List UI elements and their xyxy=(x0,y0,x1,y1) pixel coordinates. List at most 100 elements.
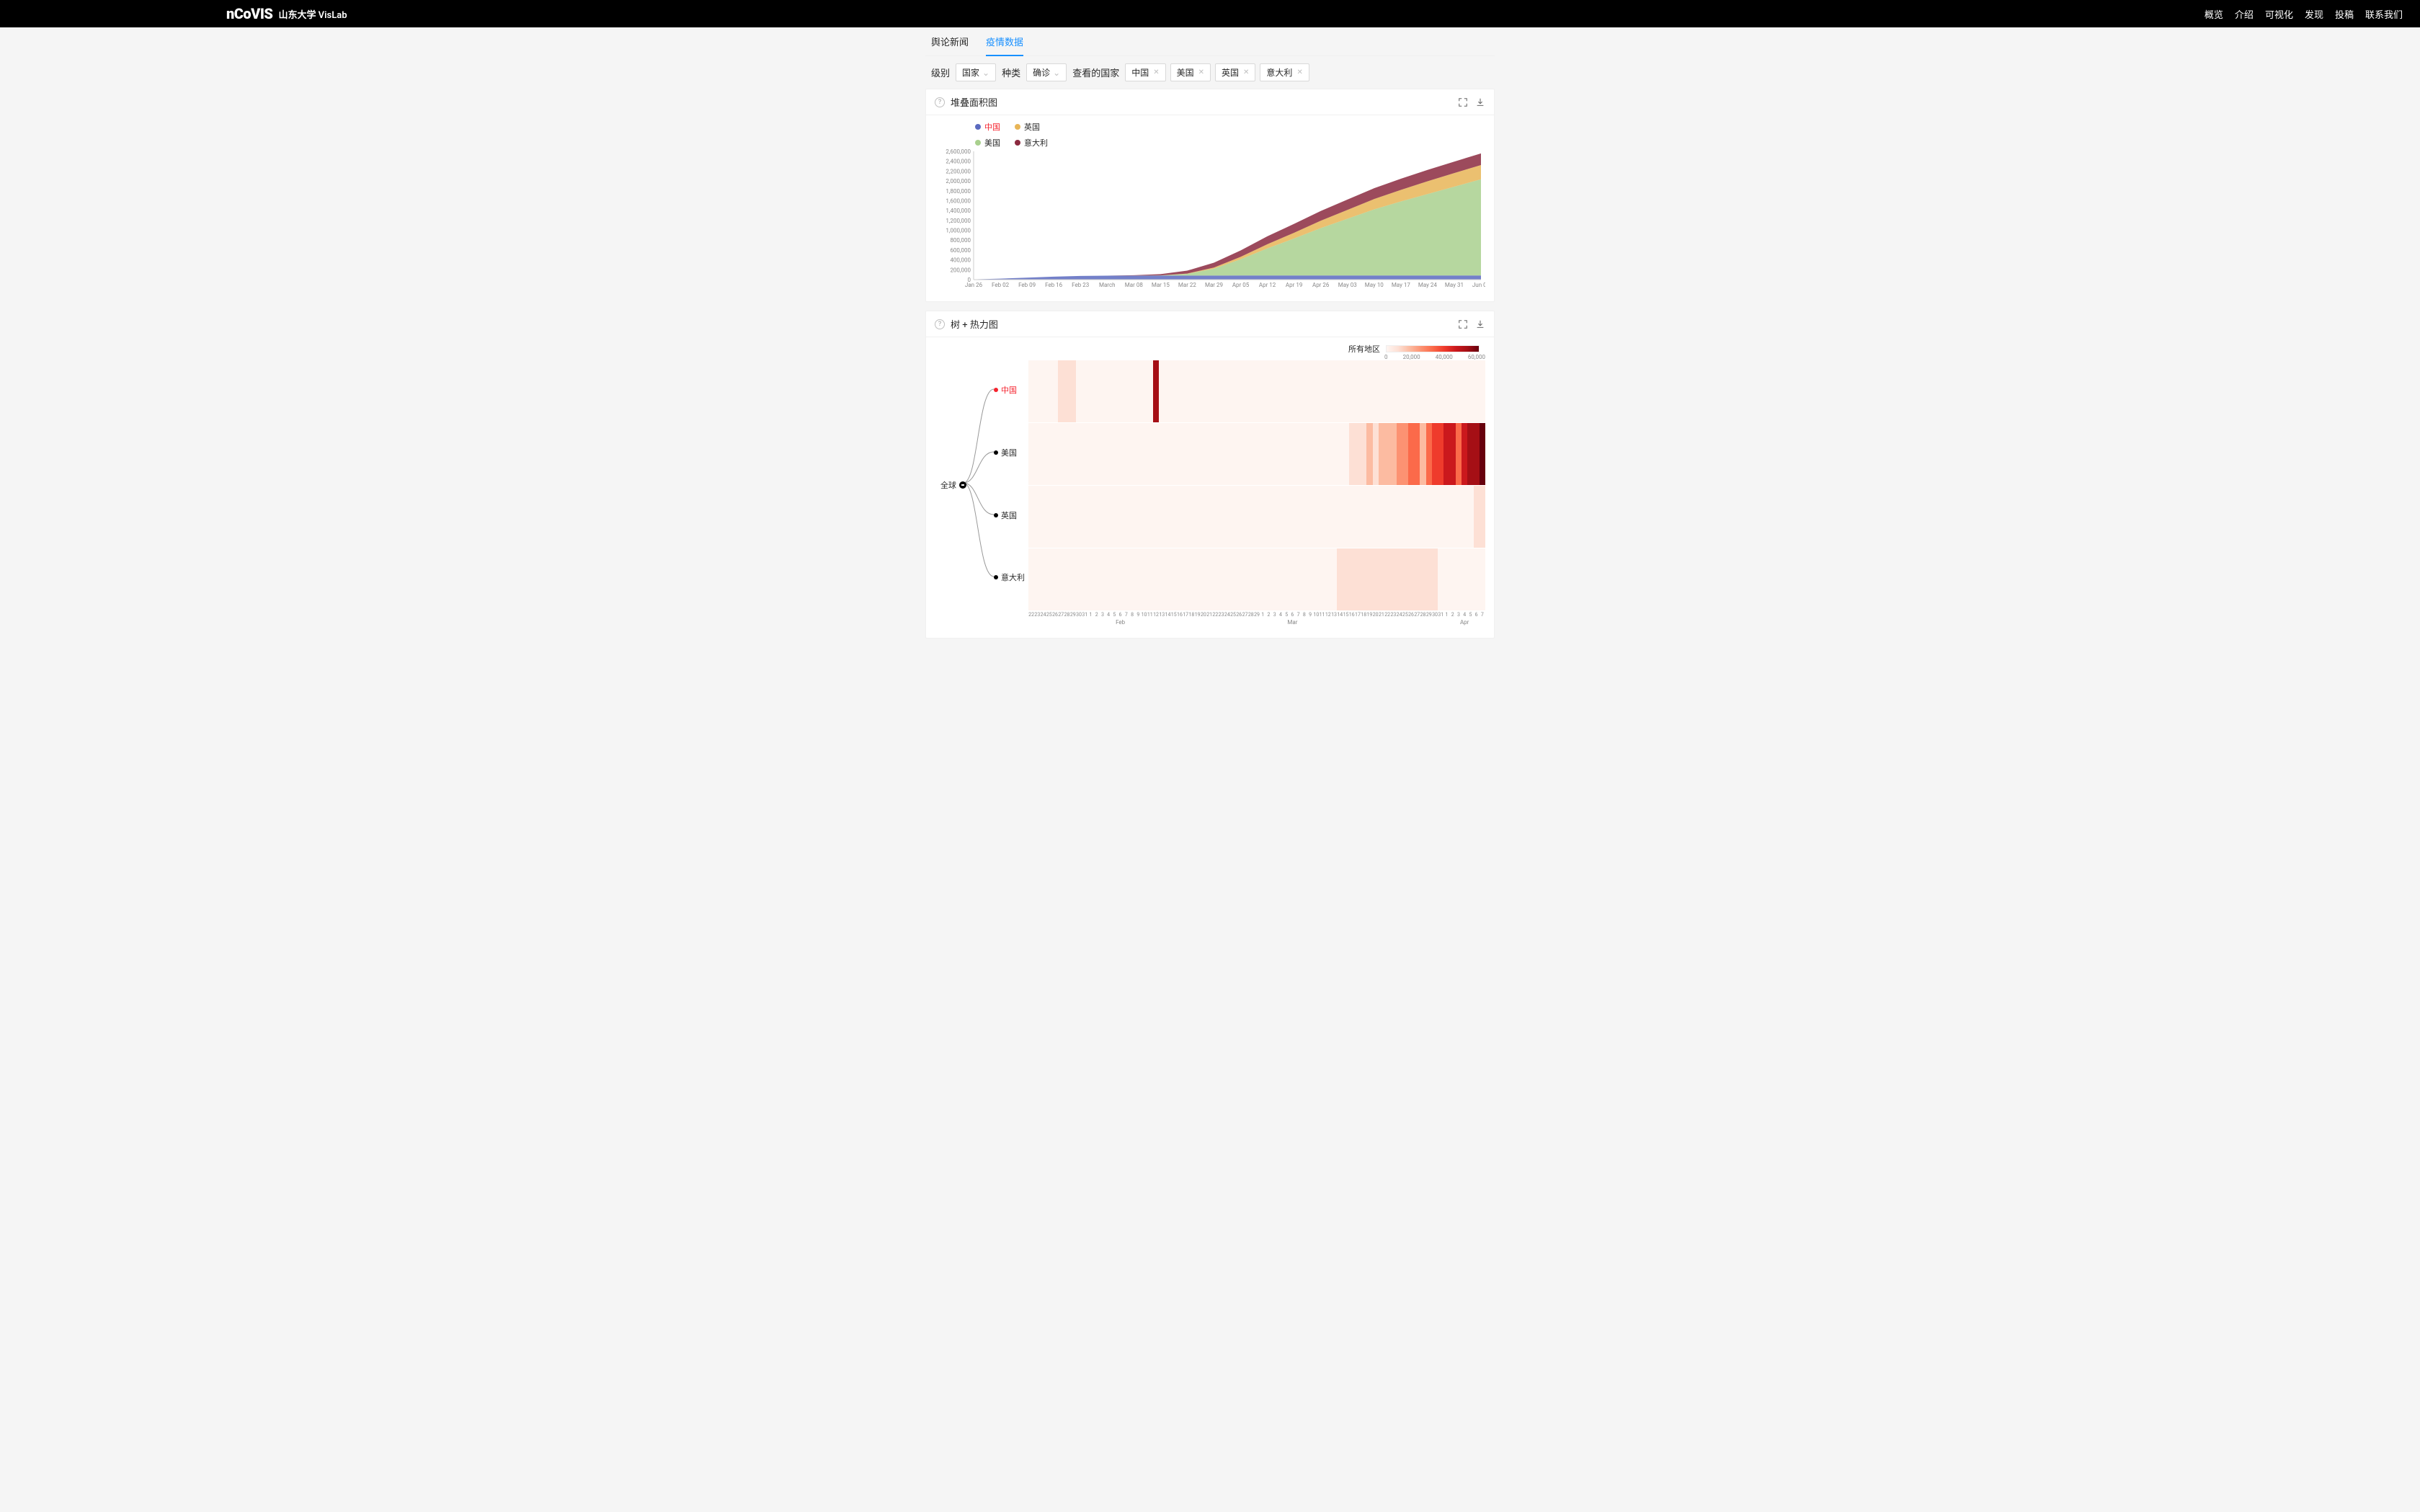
heatmap-day-tick: 28 xyxy=(1420,612,1426,618)
country-tag[interactable]: 意大利✕ xyxy=(1260,63,1309,81)
heatmap-cell xyxy=(1426,548,1432,610)
tree-leaf[interactable]: 意大利 xyxy=(994,572,1025,583)
heatmap-day-tick: 24 xyxy=(1041,612,1046,618)
download-icon[interactable] xyxy=(1475,319,1485,329)
area-legend: 中国 英国美国 意大利 xyxy=(975,121,1062,148)
level-select[interactable]: 国家 ⌄ xyxy=(956,63,996,81)
heatmap-cell xyxy=(1331,548,1337,610)
heatmap-cell xyxy=(1159,548,1165,610)
area-chart-title: 堆叠面积图 xyxy=(951,95,997,109)
heatmap-cell xyxy=(1254,548,1260,610)
heatmap-cell xyxy=(1100,486,1106,548)
tab[interactable]: 疫情数据 xyxy=(986,27,1023,55)
heatmap-cell xyxy=(1397,486,1402,548)
heatmap-day-tick: 3 xyxy=(1101,612,1104,618)
close-icon[interactable]: ✕ xyxy=(1153,68,1159,76)
nav-item[interactable]: 概览 xyxy=(2205,7,2223,21)
tree-leaf[interactable]: 美国 xyxy=(994,447,1017,458)
heatmap-cell xyxy=(1111,486,1117,548)
nav-item[interactable]: 介绍 xyxy=(2235,7,2254,21)
legend-item[interactable]: 中国 xyxy=(975,121,1000,133)
download-icon[interactable] xyxy=(1475,97,1485,107)
heatmap-cell xyxy=(1420,360,1425,422)
country-tag[interactable]: 中国✕ xyxy=(1125,63,1165,81)
heatmap-day-tick: 22 xyxy=(1384,612,1390,618)
collapse-icon[interactable] xyxy=(959,481,966,489)
heatmap-cell xyxy=(1236,423,1242,485)
svg-text:Feb 09: Feb 09 xyxy=(1018,282,1036,288)
countries-label: 查看的国家 xyxy=(1072,66,1119,79)
country-tag[interactable]: 英国✕ xyxy=(1215,63,1255,81)
tree-leaf[interactable]: 英国 xyxy=(994,510,1017,521)
heatmap-cell xyxy=(1379,486,1384,548)
heatmap-cell xyxy=(1034,486,1040,548)
close-icon[interactable]: ✕ xyxy=(1296,68,1302,76)
tree-root[interactable]: 全球 xyxy=(940,479,966,491)
heatmap-card: ? 树 + 热力图 所有地区 020,00040,00060,000 全球中国美… xyxy=(925,311,1495,639)
heatmap-cell xyxy=(1450,423,1456,485)
heatmap-day-tick: 1 xyxy=(1261,612,1264,618)
tree-leaf[interactable]: 中国 xyxy=(994,384,1017,396)
heatmap-day-tick: 23 xyxy=(1034,612,1040,618)
heatmap-cell xyxy=(1307,423,1313,485)
heatmap-cell xyxy=(1206,486,1212,548)
legend-label: 美国 xyxy=(984,137,1000,148)
heatmap-cell xyxy=(1046,548,1052,610)
heatmap-cell xyxy=(1319,423,1325,485)
heatmap-day-tick: 6 xyxy=(1119,612,1122,618)
legend-item[interactable]: 英国 xyxy=(1015,121,1040,133)
heatmap-month-label: Mar xyxy=(1287,619,1297,626)
heatmap-day-tick: 28 xyxy=(1064,612,1070,618)
close-icon[interactable]: ✕ xyxy=(1198,68,1204,76)
heatmap-cell xyxy=(1206,548,1212,610)
fullscreen-icon[interactable] xyxy=(1458,97,1468,107)
help-icon[interactable]: ? xyxy=(935,319,945,329)
legend-item[interactable]: 美国 xyxy=(975,137,1000,148)
fullscreen-icon[interactable] xyxy=(1458,319,1468,329)
nav-item[interactable]: 可视化 xyxy=(2265,7,2293,21)
heatmap-cell xyxy=(1284,423,1289,485)
filter-row: 级别 国家 ⌄ 种类 确诊 ⌄ 查看的国家 中国✕美国✕英国✕意大利✕ xyxy=(925,56,1495,89)
heatmap-month-label: Feb xyxy=(1116,619,1125,626)
heatmap-day-tick: 12 xyxy=(1153,612,1159,618)
heatmap-cell xyxy=(1272,423,1278,485)
tab[interactable]: 舆论新闻 xyxy=(931,27,969,55)
close-icon[interactable]: ✕ xyxy=(1243,68,1249,76)
heatmap-cell xyxy=(1224,423,1230,485)
heatmap-day-tick: 5 xyxy=(1285,612,1288,618)
svg-text:Mar 29: Mar 29 xyxy=(1205,282,1223,288)
logo: nCoVIS xyxy=(226,5,272,22)
heatmap-cell xyxy=(1450,548,1456,610)
heatmap-cell xyxy=(1153,360,1159,422)
heatmap-cell xyxy=(1432,548,1438,610)
svg-text:Apr 05: Apr 05 xyxy=(1232,282,1250,288)
svg-text:Feb 23: Feb 23 xyxy=(1072,282,1089,288)
country-tag-label: 美国 xyxy=(1177,66,1194,79)
type-select[interactable]: 确诊 ⌄ xyxy=(1026,63,1067,81)
leaf-dot xyxy=(994,575,998,579)
heatmap-cell xyxy=(1248,486,1254,548)
help-icon[interactable]: ? xyxy=(935,97,945,107)
heatmap-cell xyxy=(1195,486,1201,548)
heatmap-cell xyxy=(1124,486,1129,548)
country-tag[interactable]: 美国 ✕ xyxy=(1170,63,1211,81)
heatmap-axis: 2223242526272829303112345678910111213141… xyxy=(1028,612,1485,629)
svg-text:May 10: May 10 xyxy=(1365,282,1384,288)
heatmap-cell xyxy=(1141,360,1147,422)
heatmap-day-tick: 30 xyxy=(1432,612,1438,618)
nav-item[interactable]: 投稿 xyxy=(2335,7,2354,21)
heatmap-cell xyxy=(1289,360,1295,422)
svg-text:May 24: May 24 xyxy=(1418,282,1438,288)
nav-item[interactable]: 联系我们 xyxy=(2365,7,2403,21)
heatmap-cell xyxy=(1265,360,1271,422)
legend-item[interactable]: 意大利 xyxy=(1015,137,1048,148)
heatmap-day-tick: 14 xyxy=(1165,612,1171,618)
chevron-down-icon: ⌄ xyxy=(1053,68,1060,78)
nav-item[interactable]: 发现 xyxy=(2305,7,2323,21)
heatmap-day-tick: 15 xyxy=(1343,612,1349,618)
heatmap-cell xyxy=(1242,486,1247,548)
heatmap-cell xyxy=(1094,360,1100,422)
heatmap-day-tick: 29 xyxy=(1254,612,1260,618)
heatmap-cell xyxy=(1397,360,1402,422)
heatmap-cell xyxy=(1284,486,1289,548)
